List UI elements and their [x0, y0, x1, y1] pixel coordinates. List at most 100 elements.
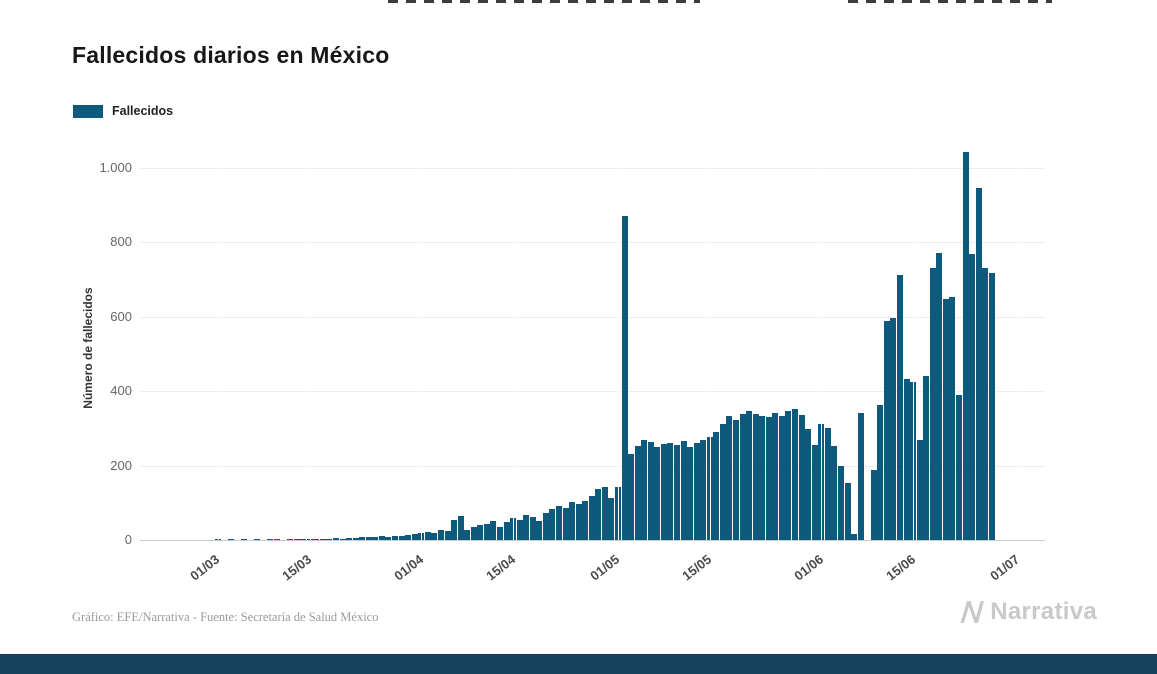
bar[interactable]	[706, 437, 713, 540]
bar[interactable]	[929, 268, 936, 540]
bar[interactable]	[378, 536, 385, 540]
bar[interactable]	[424, 532, 431, 540]
bar[interactable]	[287, 539, 294, 540]
bar[interactable]	[792, 409, 799, 540]
bar[interactable]	[680, 441, 687, 540]
bar[interactable]	[569, 502, 576, 540]
bar[interactable]	[228, 539, 235, 540]
bar[interactable]	[654, 447, 661, 540]
bar[interactable]	[903, 379, 910, 540]
bar[interactable]	[923, 376, 930, 540]
bar[interactable]	[464, 530, 471, 540]
bar[interactable]	[955, 395, 962, 540]
bar[interactable]	[313, 539, 320, 540]
bar[interactable]	[503, 522, 510, 540]
bar[interactable]	[634, 446, 641, 540]
bar[interactable]	[582, 501, 589, 540]
bar[interactable]	[660, 444, 667, 540]
bar[interactable]	[785, 411, 792, 540]
bar[interactable]	[896, 275, 903, 540]
bar[interactable]	[870, 470, 877, 540]
bar[interactable]	[431, 533, 438, 540]
bar[interactable]	[969, 254, 976, 540]
bar[interactable]	[719, 424, 726, 540]
bar[interactable]	[824, 428, 831, 540]
bar[interactable]	[805, 429, 812, 540]
bar[interactable]	[575, 504, 582, 540]
bar[interactable]	[490, 521, 497, 540]
bar[interactable]	[319, 539, 326, 540]
bar[interactable]	[542, 513, 549, 540]
bar[interactable]	[851, 534, 858, 540]
bar[interactable]	[798, 415, 805, 540]
bar[interactable]	[411, 534, 418, 540]
bar[interactable]	[536, 521, 543, 540]
bar[interactable]	[883, 321, 890, 540]
bar[interactable]	[274, 539, 281, 540]
bar[interactable]	[496, 527, 503, 540]
bar[interactable]	[667, 443, 674, 540]
bar[interactable]	[674, 445, 681, 540]
bar[interactable]	[844, 483, 851, 540]
bar[interactable]	[759, 416, 766, 540]
bar[interactable]	[949, 297, 956, 540]
bar[interactable]	[241, 539, 248, 540]
bar[interactable]	[687, 447, 694, 540]
bar[interactable]	[746, 411, 753, 540]
bar[interactable]	[470, 527, 477, 540]
bar[interactable]	[857, 413, 864, 540]
bar[interactable]	[326, 539, 333, 540]
bar[interactable]	[457, 516, 464, 540]
bar[interactable]	[483, 524, 490, 540]
bar[interactable]	[385, 537, 392, 540]
bar[interactable]	[752, 414, 759, 540]
bar[interactable]	[693, 443, 700, 540]
bar[interactable]	[647, 442, 654, 540]
bar[interactable]	[300, 539, 307, 540]
bar[interactable]	[346, 538, 353, 540]
bar[interactable]	[437, 530, 444, 540]
bar[interactable]	[267, 539, 274, 540]
bar[interactable]	[962, 152, 969, 540]
bar[interactable]	[405, 535, 412, 540]
bar[interactable]	[890, 318, 897, 540]
bar[interactable]	[739, 414, 746, 540]
bar[interactable]	[628, 454, 635, 540]
bar[interactable]	[516, 520, 523, 540]
bar[interactable]	[936, 253, 943, 540]
bar[interactable]	[339, 539, 346, 540]
bar[interactable]	[700, 440, 707, 540]
bar[interactable]	[733, 420, 740, 540]
bar[interactable]	[641, 440, 648, 540]
bar[interactable]	[359, 537, 366, 540]
bar[interactable]	[451, 520, 458, 540]
legend[interactable]: Fallecidos	[73, 104, 173, 118]
bar[interactable]	[562, 508, 569, 540]
bar[interactable]	[398, 536, 405, 540]
bar[interactable]	[621, 216, 628, 540]
bar[interactable]	[778, 416, 785, 540]
bar[interactable]	[765, 417, 772, 540]
bar[interactable]	[975, 188, 982, 540]
bar[interactable]	[837, 466, 844, 540]
bar[interactable]	[588, 496, 595, 540]
bar[interactable]	[444, 531, 451, 540]
bar[interactable]	[772, 413, 779, 540]
bar[interactable]	[254, 539, 261, 540]
bar[interactable]	[608, 498, 615, 540]
bar[interactable]	[988, 273, 995, 540]
bar[interactable]	[293, 539, 300, 540]
bar[interactable]	[831, 446, 838, 540]
bar[interactable]	[713, 432, 720, 540]
bar[interactable]	[726, 416, 733, 540]
bar[interactable]	[595, 489, 602, 540]
bar[interactable]	[333, 538, 340, 540]
bar[interactable]	[523, 515, 530, 540]
bar[interactable]	[942, 299, 949, 540]
bar[interactable]	[477, 525, 484, 540]
bar[interactable]	[392, 536, 399, 540]
bar[interactable]	[811, 445, 818, 540]
bar[interactable]	[306, 539, 313, 540]
bar[interactable]	[982, 268, 989, 540]
bar[interactable]	[555, 506, 562, 540]
